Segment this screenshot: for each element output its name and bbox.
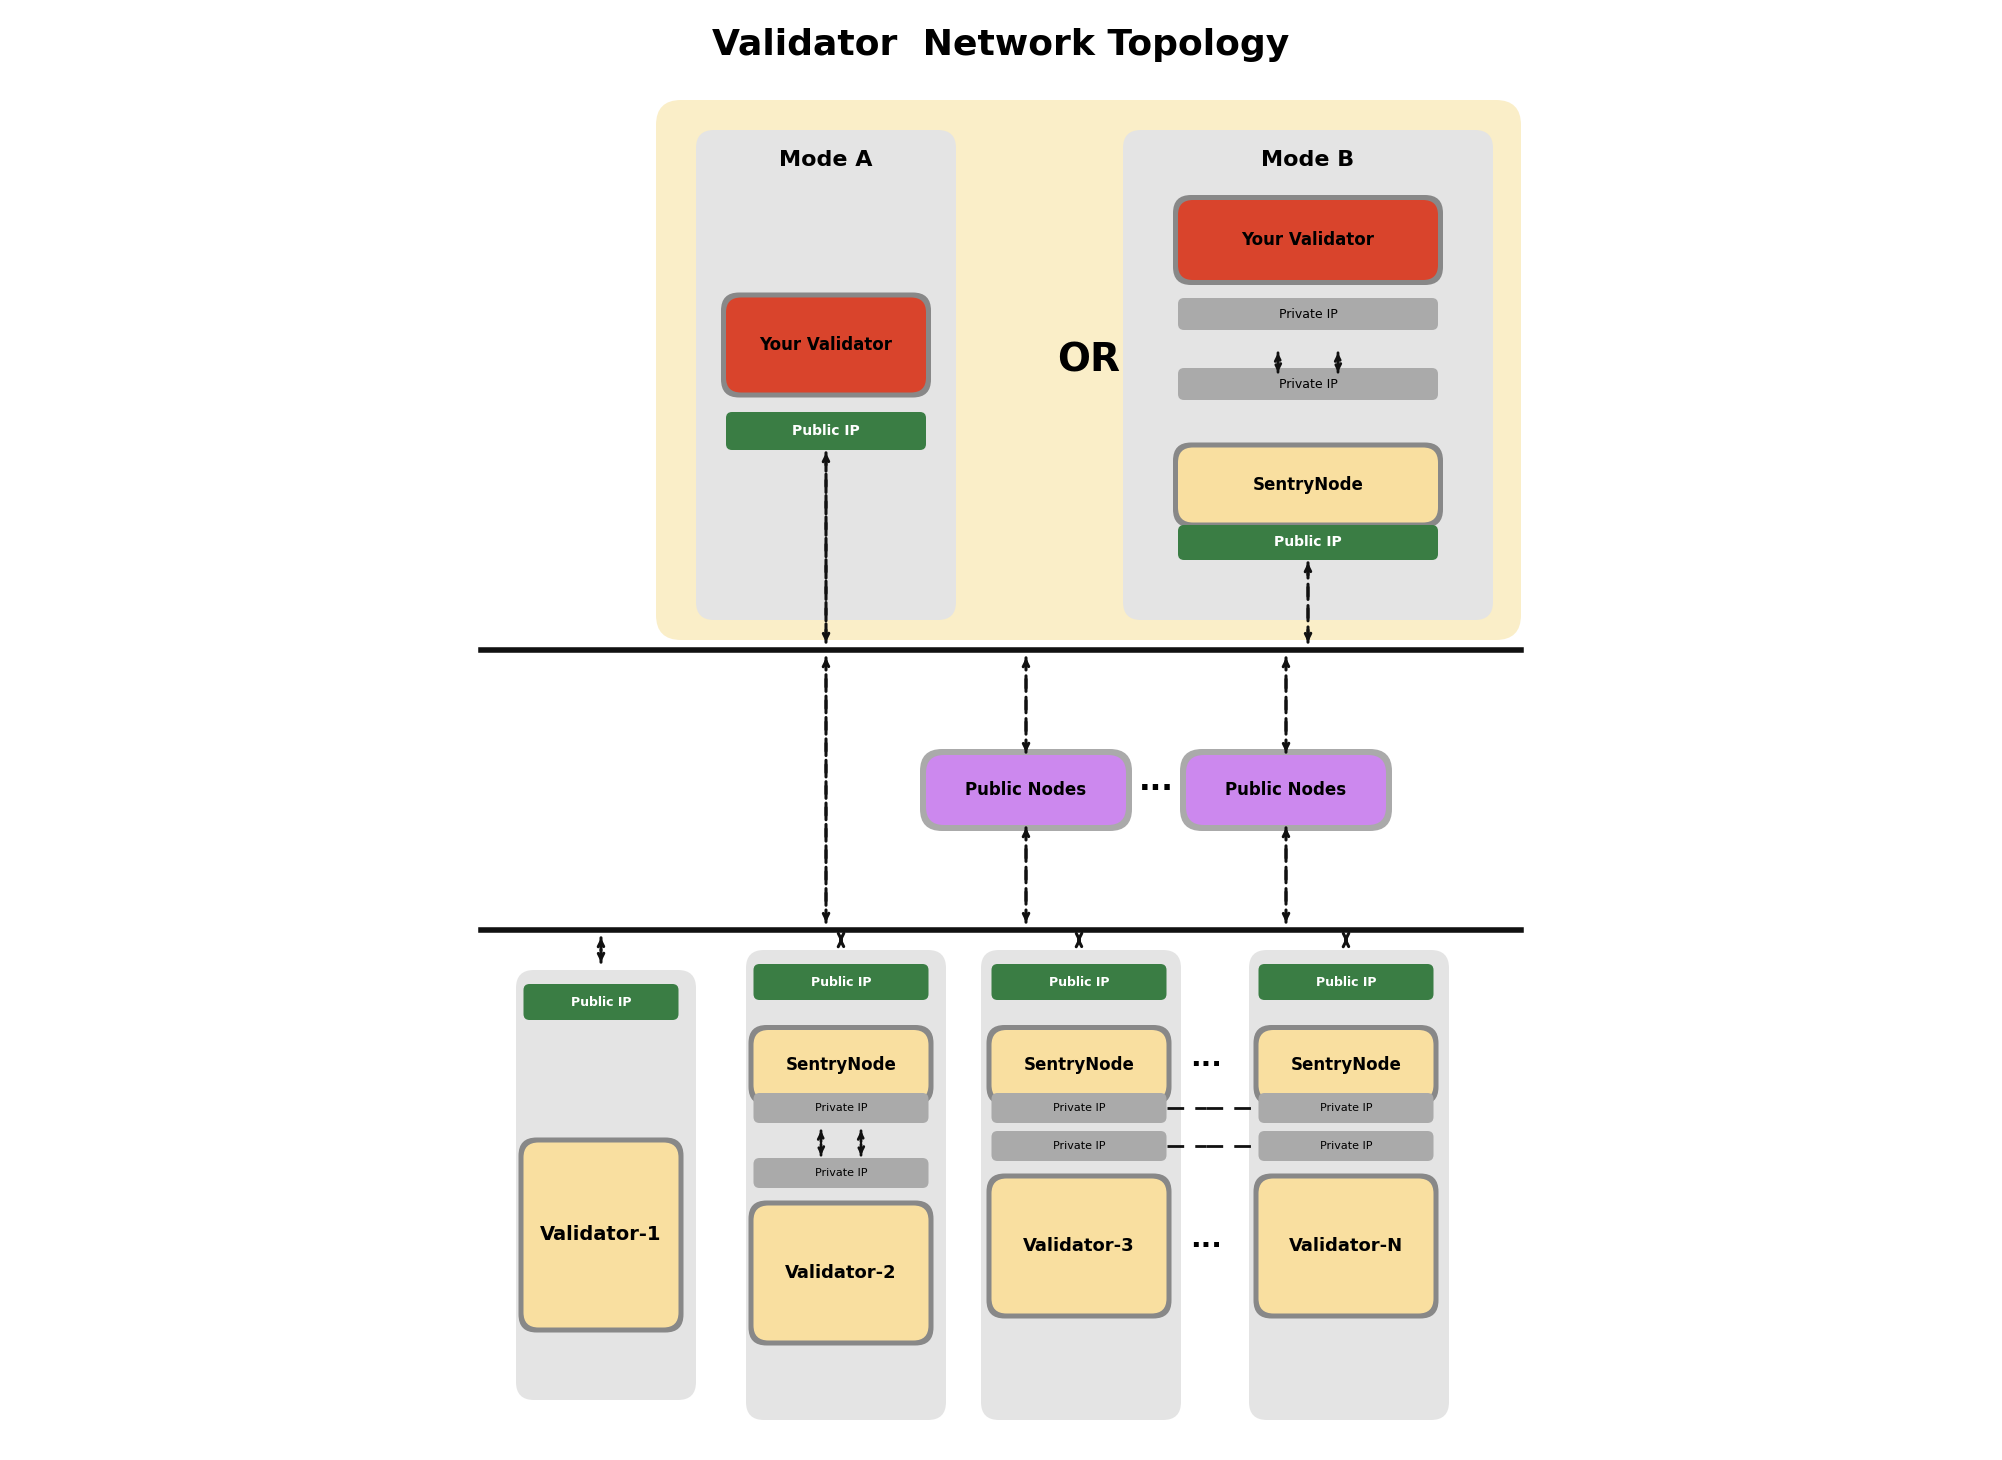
Text: Private IP: Private IP <box>1053 1142 1105 1150</box>
Text: Public IP: Public IP <box>793 423 861 438</box>
FancyBboxPatch shape <box>991 1132 1167 1161</box>
FancyBboxPatch shape <box>727 412 927 450</box>
Text: Public IP: Public IP <box>1315 975 1375 988</box>
FancyBboxPatch shape <box>697 130 957 620</box>
Text: Mode A: Mode A <box>779 150 873 169</box>
Text: SentryNode: SentryNode <box>1253 476 1363 493</box>
FancyBboxPatch shape <box>991 964 1167 1000</box>
Text: Validator  Network Topology: Validator Network Topology <box>713 28 1289 61</box>
FancyBboxPatch shape <box>1185 755 1385 825</box>
Text: OR: OR <box>1057 342 1121 380</box>
Text: Public IP: Public IP <box>1049 975 1109 988</box>
FancyBboxPatch shape <box>1123 130 1493 620</box>
FancyBboxPatch shape <box>1177 526 1437 561</box>
FancyBboxPatch shape <box>991 1029 1167 1099</box>
Text: Validator-1: Validator-1 <box>541 1225 663 1244</box>
Text: Private IP: Private IP <box>1279 308 1337 321</box>
Text: ···: ··· <box>1139 775 1173 804</box>
FancyBboxPatch shape <box>721 292 931 397</box>
FancyBboxPatch shape <box>1177 368 1437 400</box>
FancyBboxPatch shape <box>1259 1178 1433 1314</box>
Text: Public IP: Public IP <box>1273 536 1341 549</box>
FancyBboxPatch shape <box>987 1174 1171 1318</box>
FancyBboxPatch shape <box>749 1200 933 1346</box>
FancyBboxPatch shape <box>991 1094 1167 1123</box>
FancyBboxPatch shape <box>519 1137 683 1333</box>
FancyBboxPatch shape <box>1259 1132 1433 1161</box>
Text: Private IP: Private IP <box>1319 1142 1371 1150</box>
FancyBboxPatch shape <box>1177 298 1437 330</box>
Text: Public IP: Public IP <box>571 996 631 1009</box>
FancyBboxPatch shape <box>981 950 1181 1421</box>
FancyBboxPatch shape <box>1177 448 1437 523</box>
FancyBboxPatch shape <box>1259 964 1433 1000</box>
Text: Private IP: Private IP <box>1279 378 1337 390</box>
FancyBboxPatch shape <box>987 1025 1171 1105</box>
Text: Private IP: Private IP <box>815 1168 867 1178</box>
FancyBboxPatch shape <box>523 1143 679 1327</box>
Text: Validator-2: Validator-2 <box>785 1264 897 1282</box>
FancyBboxPatch shape <box>1259 1029 1433 1099</box>
FancyBboxPatch shape <box>523 984 679 1021</box>
FancyBboxPatch shape <box>753 1206 929 1340</box>
FancyBboxPatch shape <box>749 1025 933 1105</box>
Text: ···: ··· <box>1189 1232 1221 1260</box>
FancyBboxPatch shape <box>921 749 1131 831</box>
FancyBboxPatch shape <box>1259 1094 1433 1123</box>
FancyBboxPatch shape <box>753 964 929 1000</box>
Text: Private IP: Private IP <box>1319 1102 1371 1113</box>
Text: Your Validator: Your Validator <box>1241 231 1375 250</box>
FancyBboxPatch shape <box>1253 1174 1439 1318</box>
Text: Private IP: Private IP <box>1053 1102 1105 1113</box>
FancyBboxPatch shape <box>1177 200 1437 280</box>
Text: Private IP: Private IP <box>815 1102 867 1113</box>
FancyBboxPatch shape <box>753 1158 929 1188</box>
FancyBboxPatch shape <box>727 298 927 393</box>
Text: SentryNode: SentryNode <box>1291 1056 1401 1075</box>
Text: Mode B: Mode B <box>1261 150 1355 169</box>
FancyBboxPatch shape <box>927 755 1125 825</box>
FancyBboxPatch shape <box>1249 950 1449 1421</box>
FancyBboxPatch shape <box>747 950 947 1421</box>
Text: Public Nodes: Public Nodes <box>1225 781 1347 799</box>
Text: Public Nodes: Public Nodes <box>965 781 1087 799</box>
Text: ···: ··· <box>1189 1051 1221 1079</box>
Text: Your Validator: Your Validator <box>759 336 893 353</box>
FancyBboxPatch shape <box>657 99 1522 639</box>
FancyBboxPatch shape <box>1179 749 1391 831</box>
Text: SentryNode: SentryNode <box>785 1056 897 1075</box>
FancyBboxPatch shape <box>991 1178 1167 1314</box>
FancyBboxPatch shape <box>517 969 697 1400</box>
Text: Validator-3: Validator-3 <box>1023 1237 1135 1256</box>
FancyBboxPatch shape <box>1173 442 1443 527</box>
Text: Validator-N: Validator-N <box>1289 1237 1403 1256</box>
FancyBboxPatch shape <box>1173 196 1443 285</box>
Text: SentryNode: SentryNode <box>1023 1056 1135 1075</box>
FancyBboxPatch shape <box>1253 1025 1439 1105</box>
FancyBboxPatch shape <box>753 1029 929 1099</box>
FancyBboxPatch shape <box>753 1094 929 1123</box>
Text: Public IP: Public IP <box>811 975 871 988</box>
